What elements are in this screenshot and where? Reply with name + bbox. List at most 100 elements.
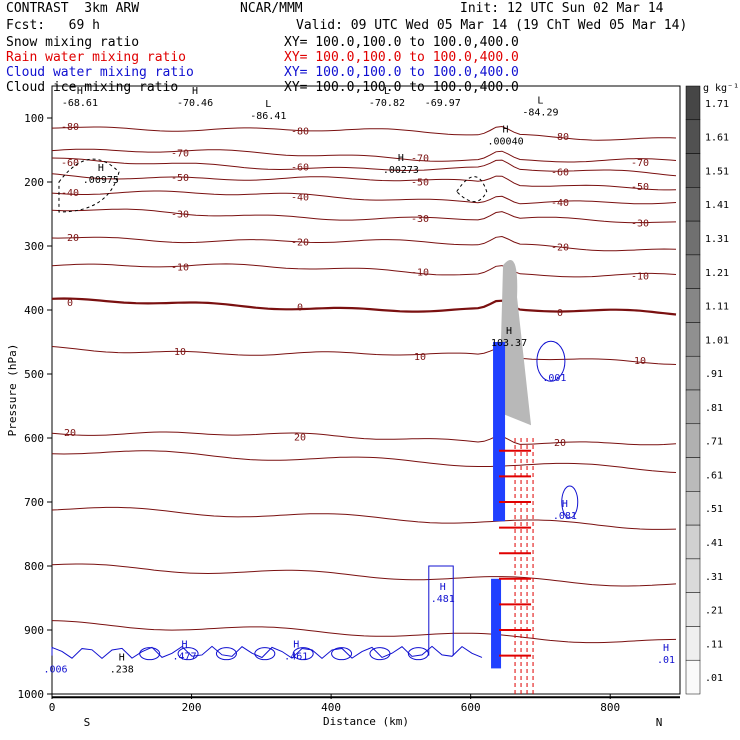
colorbar-swatch xyxy=(685,254,701,289)
x-tick-label: 800 xyxy=(600,701,620,714)
hl-value: .006 xyxy=(43,664,67,675)
snow-shading xyxy=(499,259,532,426)
isotherm-line xyxy=(51,431,677,446)
colorbar-swatch xyxy=(685,220,701,256)
colorbar-label: .61 xyxy=(705,470,723,481)
hl-mark: H xyxy=(182,640,188,651)
colorbar-label: 1.61 xyxy=(705,133,729,144)
isotherm-label: -40 xyxy=(291,193,309,204)
colorbar-label: 1.41 xyxy=(705,200,729,211)
hl-value: .01 xyxy=(657,655,675,666)
y-tick-label: 900 xyxy=(24,624,44,637)
colorbar-swatch xyxy=(685,322,701,357)
isotherm-label: 0 xyxy=(297,303,303,314)
colorbar-label: 1.21 xyxy=(705,268,729,279)
isotherm-label: 0 xyxy=(557,308,563,319)
colorbar-label: .81 xyxy=(705,403,723,414)
hl-mark: H xyxy=(440,582,446,593)
y-tick-label: 100 xyxy=(24,112,44,125)
legend-item-name: Snow mixing ratio xyxy=(6,35,140,50)
isotherm-line xyxy=(51,506,677,530)
isotherm-line xyxy=(51,297,677,316)
colorbar-label: .41 xyxy=(705,538,723,549)
cloud-water-contour xyxy=(536,340,566,382)
y-tick-label: 200 xyxy=(24,176,44,189)
hl-mark: H xyxy=(119,652,125,663)
colorbar-label: .21 xyxy=(705,606,723,617)
y-tick-label: 500 xyxy=(24,368,44,381)
colorbar-swatch xyxy=(685,187,701,222)
hl-value: .461 xyxy=(284,652,308,663)
colorbar-swatch xyxy=(685,389,701,425)
isotherm-line xyxy=(51,157,677,177)
isotherm-label: 20 xyxy=(64,428,76,439)
forecast-hour: Fcst: 69 h xyxy=(6,18,100,33)
x-end-label-left: S xyxy=(84,716,91,729)
isotherm-line xyxy=(51,173,677,191)
plot-frame xyxy=(51,85,681,695)
hl-mark: L xyxy=(384,86,390,97)
y-tick-label: 600 xyxy=(24,432,44,445)
isotherm-label: -80 xyxy=(551,132,569,143)
x-tick-label: 600 xyxy=(461,701,481,714)
cloud-ice-contour xyxy=(58,158,120,213)
isotherm-label: -60 xyxy=(291,162,309,173)
isotherm-label: -50 xyxy=(411,178,429,189)
colorbar-swatch xyxy=(685,558,701,593)
colorbar-swatch xyxy=(685,659,701,695)
cloud-water-contour xyxy=(428,565,454,656)
colorbar-label: 1.31 xyxy=(705,234,729,245)
y-axis-title: Pressure (hPa) xyxy=(6,344,19,437)
isotherm-label: -10 xyxy=(631,272,649,283)
isotherm-label: -10 xyxy=(171,262,189,273)
cloud-water-contour xyxy=(177,647,199,661)
hl-mark: H xyxy=(398,153,404,164)
colorbar-swatch xyxy=(685,626,701,661)
hl-value: .00273 xyxy=(383,165,419,176)
cloud-water-column xyxy=(493,342,506,522)
cloud-ice-contour xyxy=(456,176,488,203)
legend-item-xy: XY= 100.0,100.0 to 100.0,400.0 xyxy=(284,35,519,50)
colorbar-swatch xyxy=(685,457,701,492)
isotherm-label: -80 xyxy=(61,122,79,133)
colorbar-label: 1.01 xyxy=(705,335,729,346)
colorbar-label: .01 xyxy=(705,673,723,684)
isotherm-line xyxy=(51,563,677,587)
hl-mark: H xyxy=(98,163,104,174)
isotherm-label: -70 xyxy=(171,149,189,160)
isotherm-label: -30 xyxy=(631,219,649,230)
y-tick-label: 1000 xyxy=(18,688,45,701)
y-tick-label: 700 xyxy=(24,496,44,509)
cloud-water-column xyxy=(491,578,502,669)
isotherm-line xyxy=(51,235,677,252)
colorbar-unit: g kg⁻¹ xyxy=(703,83,739,94)
hl-mark: H xyxy=(293,640,299,651)
isotherm-label: -40 xyxy=(551,198,569,209)
isotherm-label: 10 xyxy=(414,352,426,363)
isotherm-label: -50 xyxy=(631,182,649,193)
hl-mark: H xyxy=(192,86,198,97)
legend-item-name: Cloud ice mixing ratio xyxy=(6,80,179,95)
y-tick-label: 800 xyxy=(24,560,44,573)
colorbar-swatch xyxy=(685,592,701,627)
colorbar-label: .71 xyxy=(705,437,723,448)
isotherm-label: -30 xyxy=(171,209,189,220)
isotherm-label: -40 xyxy=(61,188,79,199)
cloud-water-contour xyxy=(369,647,391,661)
hl-value: .477 xyxy=(173,652,197,663)
cloud-water-contour xyxy=(561,485,579,519)
isotherm-label: 10 xyxy=(634,356,646,367)
hl-value: -84.29 xyxy=(522,108,558,119)
hl-mark: H xyxy=(503,124,509,135)
colorbar-label: .91 xyxy=(705,369,723,380)
isotherm-line xyxy=(51,346,677,365)
colorbar-label: 1.11 xyxy=(705,302,729,313)
isotherm-line xyxy=(51,148,677,163)
hl-value: -86.41 xyxy=(250,111,286,122)
colorbar-label: .11 xyxy=(705,639,723,650)
hl-mark: H xyxy=(663,643,669,654)
legend-item-xy: XY= 100.0,100.0 to 100.0,400.0 xyxy=(284,65,519,80)
isotherm-label: -10 xyxy=(411,267,429,278)
hl-value: .00975 xyxy=(83,175,119,186)
